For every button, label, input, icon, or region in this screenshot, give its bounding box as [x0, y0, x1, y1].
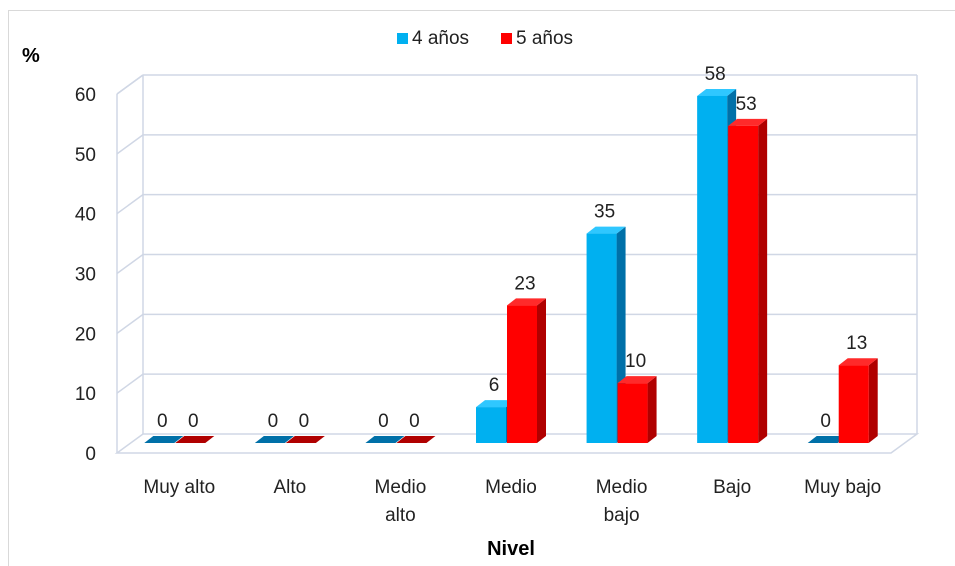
legend-swatch	[501, 33, 512, 44]
bar-side	[537, 298, 546, 443]
bar	[476, 407, 506, 443]
x-tick-label: alto	[385, 505, 416, 526]
bar-top	[586, 226, 626, 234]
x-tick-label: bajo	[604, 505, 640, 526]
bar-side	[868, 358, 878, 443]
bar-top	[617, 376, 657, 384]
bar-top	[175, 436, 215, 443]
value-label: 58	[705, 64, 726, 85]
bars	[144, 88, 878, 443]
chart-border-top	[8, 10, 955, 11]
y-tick-label: 60	[75, 85, 96, 106]
y-tick-label: 10	[75, 384, 96, 405]
bar-top	[396, 436, 436, 443]
gridline-side	[116, 194, 144, 215]
value-label: 0	[820, 411, 831, 432]
bar	[728, 125, 759, 443]
value-label: 0	[299, 411, 310, 432]
gridline-side	[116, 134, 144, 155]
gridline-side	[116, 74, 144, 95]
y-tick-labels: 0 10 20 30 40 50 60	[75, 85, 96, 465]
value-label: 0	[268, 411, 279, 432]
bar-top	[697, 88, 737, 96]
bar-top	[144, 436, 184, 443]
value-label: 53	[736, 94, 757, 115]
bar	[586, 233, 617, 443]
x-tick-label: Muy alto	[143, 477, 215, 498]
x-tick-label: Medio	[485, 477, 537, 498]
legend-label: 4 años	[412, 28, 469, 49]
value-label: 13	[846, 333, 867, 354]
value-label: 6	[489, 375, 500, 396]
bar-top	[728, 118, 768, 126]
legend: 4 años 5 años	[397, 28, 573, 49]
y-tick-label: 50	[75, 145, 96, 166]
value-label: 10	[625, 351, 646, 372]
x-axis-title: Nivel	[487, 538, 535, 560]
bar-top	[507, 298, 546, 306]
legend-swatch	[397, 33, 408, 44]
bar	[697, 95, 728, 443]
value-label: 0	[378, 411, 389, 432]
value-label: 0	[409, 411, 420, 432]
y-tick-label: 40	[75, 205, 96, 226]
x-tick-label: Medio	[375, 477, 427, 498]
y-tick-label: 20	[75, 324, 96, 345]
bar-top	[365, 436, 405, 443]
gridline-side	[116, 253, 144, 275]
floor	[114, 433, 920, 454]
bar-top	[476, 400, 515, 408]
gridline-side	[116, 373, 144, 394]
bar-top	[285, 436, 325, 443]
chart-border-left	[8, 10, 9, 566]
x-tick-label: Alto	[273, 477, 306, 498]
bar-side	[647, 376, 657, 443]
value-label: 0	[157, 411, 168, 432]
value-label: 0	[188, 411, 199, 432]
grid	[114, 74, 920, 454]
x-tick-label: Bajo	[713, 477, 751, 498]
bar	[617, 383, 648, 443]
bar-side	[758, 118, 768, 443]
value-label: 35	[594, 202, 615, 223]
bar-top	[838, 358, 878, 366]
bar	[838, 365, 869, 443]
x-tick-labels: Muy alto Alto Medio alto Medio Medio bajo Bajo M…	[143, 477, 881, 526]
x-tick-label: Medio	[596, 477, 648, 498]
y-tick-label: 30	[75, 265, 96, 286]
bar-top	[807, 436, 847, 443]
y-axis-title: %	[22, 45, 40, 67]
legend-label: 5 años	[516, 28, 573, 49]
bar-top	[254, 436, 294, 443]
y-tick-label: 0	[85, 444, 96, 465]
bar	[507, 305, 537, 443]
gridline-side	[116, 313, 144, 334]
x-tick-label: Muy bajo	[804, 477, 881, 498]
value-label: 23	[514, 273, 535, 294]
